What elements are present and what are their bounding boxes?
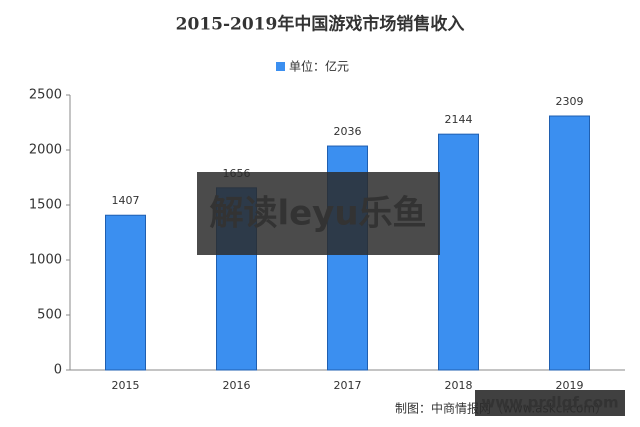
bar	[438, 133, 479, 371]
x-tick-label: 2017	[334, 379, 362, 392]
bar	[105, 214, 146, 371]
value-label: 2144	[445, 113, 473, 126]
value-label: 1407	[112, 194, 140, 207]
site-text: www.prdlgf.com	[481, 394, 618, 412]
chart-title: 2015-2019年中国游戏市场销售收入	[176, 14, 465, 35]
y-tick-label: 500	[37, 308, 62, 323]
legend-swatch	[276, 62, 285, 71]
x-tick-label: 2018	[445, 379, 473, 392]
x-tick-label: 2019	[556, 379, 584, 392]
banner-box	[197, 172, 440, 255]
x-tick-label: 2015	[112, 379, 140, 392]
x-tick-label: 2016	[223, 379, 251, 392]
value-label: 2309	[556, 95, 584, 108]
y-tick-label: 0	[54, 363, 62, 378]
bar	[549, 115, 590, 371]
y-tick-label: 1000	[29, 253, 62, 268]
legend-label: 单位：亿元	[289, 59, 349, 74]
y-tick-label: 2000	[29, 143, 62, 158]
site-box	[475, 390, 625, 416]
value-label: 2036	[334, 125, 362, 138]
banner-text: 解读leyu乐鱼	[209, 194, 426, 234]
y-tick-label: 2500	[29, 88, 62, 103]
y-tick-label: 1500	[29, 198, 62, 213]
